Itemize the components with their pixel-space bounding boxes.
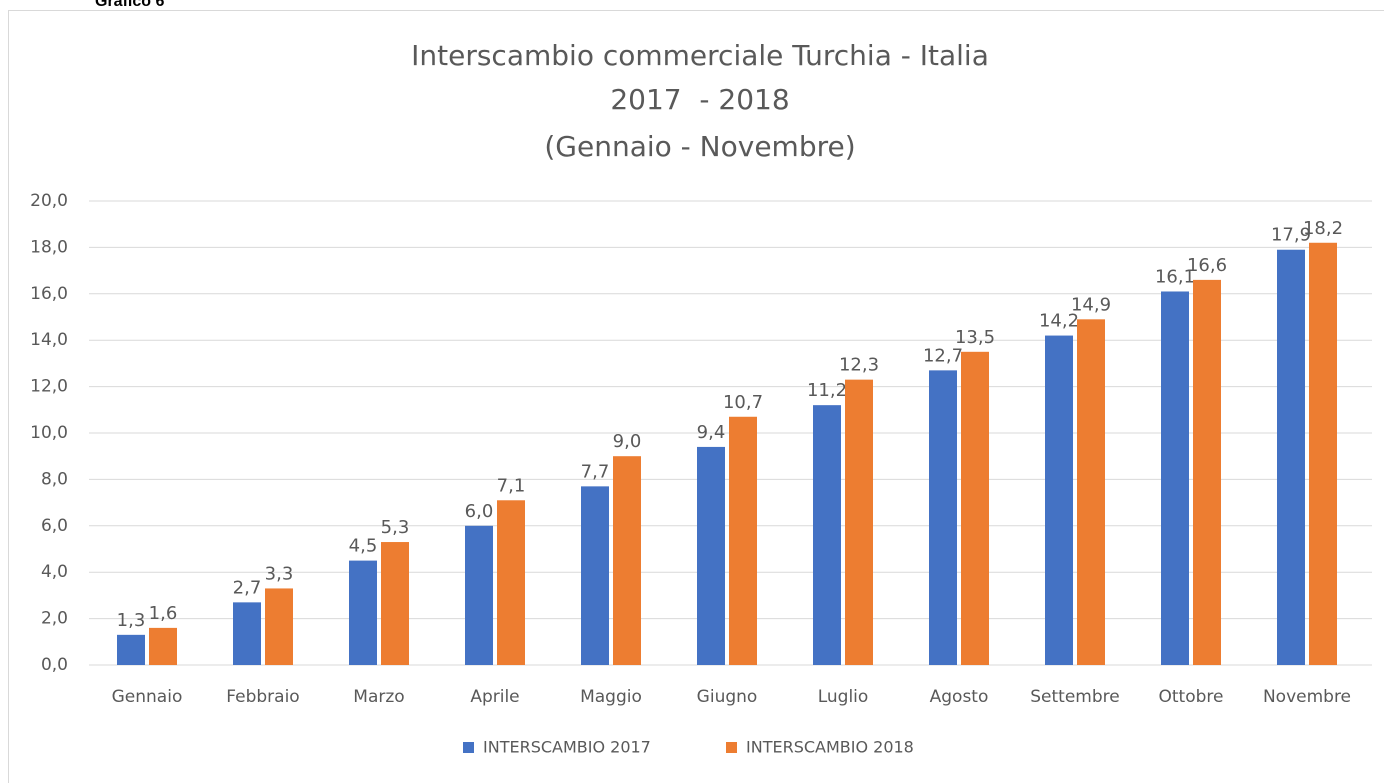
caption: Grafico 6 [95,0,164,10]
bar [117,634,145,665]
x-tick-label: Gennaio [112,687,183,707]
legend-swatch [726,742,737,753]
legend-label: INTERSCAMBIO 2018 [746,738,914,757]
y-tick-label: 6,0 [41,516,68,536]
y-tick-label: 20,0 [30,191,68,211]
bar [1045,335,1073,665]
data-label: 13,5 [955,327,995,348]
bar [581,486,609,665]
y-tick-label: 16,0 [30,284,68,304]
bar [1309,242,1337,665]
x-tick-label: Ottobre [1159,687,1224,707]
data-label: 18,2 [1303,218,1343,239]
chart-subtitle: 2017 - 2018 [610,83,789,116]
y-tick-label: 4,0 [41,562,68,582]
bar [1077,319,1105,665]
x-tick-label: Giugno [697,687,758,707]
x-tick-label: Febbraio [226,687,299,707]
bar [845,379,873,665]
data-label: 1,6 [149,603,178,624]
data-label: 7,7 [581,461,610,482]
x-tick-label: Aprile [470,687,519,707]
y-tick-label: 2,0 [41,609,68,629]
y-tick-label: 8,0 [41,469,68,489]
data-label: 11,2 [807,380,847,401]
data-label: 9,0 [613,431,642,452]
bar [149,627,177,665]
data-label: 7,1 [497,475,526,496]
bar [813,405,841,665]
x-tick-label: Agosto [930,687,989,707]
y-tick-label: 0,0 [41,655,68,675]
chart-title: Interscambio commerciale Turchia - Itali… [411,39,989,72]
data-label: 16,6 [1187,255,1227,276]
data-label: 14,9 [1071,294,1111,315]
bar [1161,291,1189,665]
data-label: 5,3 [381,517,410,538]
bar [1193,279,1221,665]
x-tick-label: Maggio [580,687,642,707]
chart-subtitle: (Gennaio - Novembre) [544,130,855,163]
legend-label: INTERSCAMBIO 2017 [483,738,651,757]
bar [349,560,377,665]
bar [233,602,261,665]
y-tick-label: 18,0 [30,237,68,257]
y-tick-label: 12,0 [30,377,68,397]
data-label: 10,7 [723,392,763,413]
y-tick-label: 14,0 [30,330,68,350]
data-label: 1,3 [117,610,146,631]
x-tick-label: Luglio [818,687,869,707]
bar [497,500,525,665]
bar [381,542,409,665]
bar [929,370,957,665]
x-tick-label: Novembre [1263,687,1351,707]
data-label: 16,1 [1155,266,1195,287]
data-label: 4,5 [349,536,378,557]
bar [465,525,493,665]
y-tick-label: 10,0 [30,423,68,443]
data-label: 3,3 [265,563,294,584]
bar [729,416,757,665]
data-label: 12,7 [923,345,963,366]
data-label: 14,2 [1039,311,1079,332]
bar [697,446,725,665]
bar [265,588,293,665]
data-label: 6,0 [465,501,494,522]
bar [1277,249,1305,665]
x-tick-label: Settembre [1030,687,1119,707]
bar [961,351,989,665]
legend-swatch [463,742,474,753]
data-label: 9,4 [697,422,726,443]
data-label: 2,7 [233,577,262,598]
data-label: 17,9 [1271,225,1311,246]
data-label: 12,3 [839,355,879,376]
x-tick-label: Marzo [353,687,404,707]
bar [613,456,641,665]
